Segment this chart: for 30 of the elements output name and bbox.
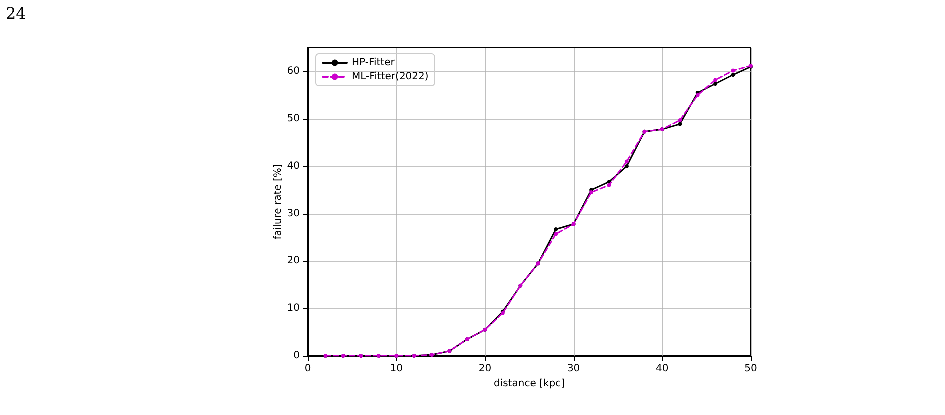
point xyxy=(678,118,682,122)
x-tick-label: 10 xyxy=(390,364,403,374)
point xyxy=(714,82,718,86)
text: 24 xyxy=(6,4,26,23)
y-axis-title: failure rate [%] xyxy=(272,164,284,240)
point xyxy=(731,68,736,73)
point xyxy=(554,227,558,232)
y-tick-label: 10 xyxy=(287,303,300,314)
x-tick-label: 40 xyxy=(656,364,669,374)
x-tick-label: 0 xyxy=(304,364,312,374)
legend-label: HP-Fitter xyxy=(352,58,396,68)
x-tick-label: 30 xyxy=(567,364,580,374)
y-tick-label: 30 xyxy=(287,208,300,220)
point xyxy=(731,73,736,78)
legend-label: ML-Fitter(2022) xyxy=(352,72,429,82)
point xyxy=(590,190,594,195)
y-tick-label: 60 xyxy=(287,66,300,78)
y-tick-label: 0 xyxy=(294,350,300,362)
y-tick-label: 40 xyxy=(287,160,300,172)
point xyxy=(624,160,629,164)
point xyxy=(554,232,558,236)
x-axis-title: distance [kpc] xyxy=(494,378,566,390)
point xyxy=(624,164,629,168)
point xyxy=(678,122,682,126)
x-tick-label: 50 xyxy=(744,364,758,374)
x-tick-label: 20 xyxy=(478,364,492,374)
y-tick-label: 50 xyxy=(287,114,300,125)
point xyxy=(607,183,612,188)
point xyxy=(714,78,718,82)
y-tick-label: 20 xyxy=(287,256,300,267)
